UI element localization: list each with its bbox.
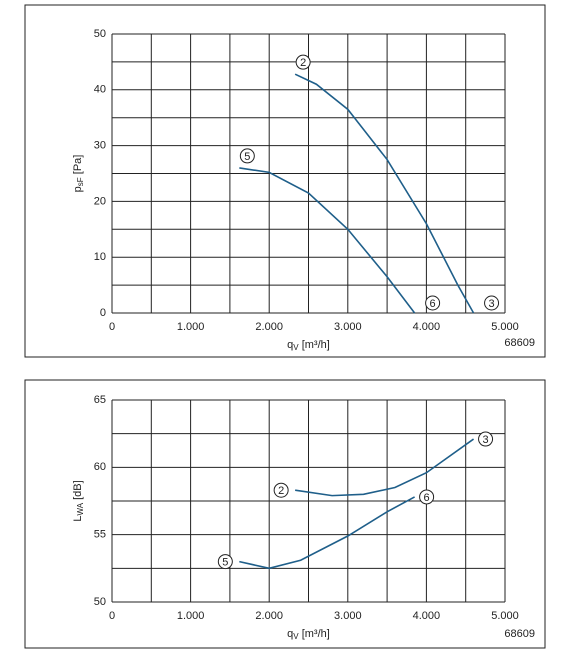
y-tick-label: 55 <box>94 529 106 541</box>
y-label-unit: [Pa] <box>72 155 84 178</box>
curve <box>239 167 416 314</box>
y-tick-label: 30 <box>94 140 106 152</box>
y-axis-label: psF [Pa] <box>72 155 85 193</box>
y-label-sub: WA <box>76 502 85 515</box>
x-tick-label: 2.000 <box>255 610 283 622</box>
x-tick-label: 3.000 <box>334 321 362 333</box>
y-tick-label: 40 <box>94 84 106 96</box>
x-tick-label: 4.000 <box>413 610 441 622</box>
x-tick-label: 2.000 <box>255 321 283 333</box>
y-label-main: L <box>72 516 84 522</box>
curve-label: 2 <box>300 57 306 69</box>
curve-label-circle <box>273 482 289 498</box>
x-axis-label: qV [m³/h] <box>287 628 330 641</box>
x-tick-label: 0 <box>109 610 115 622</box>
x-tick-label: 5.000 <box>491 321 519 333</box>
x-tick-label: 5.000 <box>491 610 519 622</box>
curve-label-circle <box>239 148 255 164</box>
curve-label-circle <box>425 295 441 311</box>
y-tick-label: 20 <box>94 195 106 207</box>
curve-label-circle <box>295 54 311 70</box>
x-label-main: q <box>287 339 293 351</box>
curve-label-circle <box>478 431 494 447</box>
y-tick-label: 50 <box>94 596 106 608</box>
x-tick-label: 1.000 <box>177 610 205 622</box>
curve-label: 3 <box>482 434 488 446</box>
x-axis-label: qV [m³/h] <box>287 339 330 352</box>
curve-label-circle <box>484 295 500 311</box>
curve-label: 3 <box>488 298 494 310</box>
x-tick-label: 3.000 <box>334 610 362 622</box>
x-label-unit: [m³/h] <box>299 628 330 640</box>
y-tick-label: 65 <box>94 394 106 406</box>
y-axis-label: LWA [dB] <box>72 480 85 521</box>
curve <box>294 73 475 314</box>
y-tick-label: 0 <box>100 307 106 319</box>
curve <box>295 438 475 497</box>
y-tick-label: 50 <box>94 28 106 40</box>
curve-label: 2 <box>278 485 284 497</box>
x-label-sub: V <box>293 343 299 352</box>
x-label-sub: V <box>293 632 299 641</box>
curve-label: 5 <box>222 557 228 569</box>
curve-label: 6 <box>424 492 430 504</box>
figure-code: 68609 <box>504 628 535 640</box>
x-tick-label: 0 <box>109 321 115 333</box>
y-label-unit: [dB] <box>72 480 84 503</box>
x-label-main: q <box>287 628 293 640</box>
figure-code: 68609 <box>504 337 535 349</box>
curve-label: 6 <box>430 298 436 310</box>
y-label-main: p <box>72 186 84 192</box>
curve-label-circle <box>419 489 435 505</box>
curve-label-circle <box>217 554 233 570</box>
curve <box>239 496 415 570</box>
y-label-sub: sF <box>76 177 85 186</box>
frame <box>24 4 546 358</box>
y-tick-label: 10 <box>94 251 106 263</box>
curve-label: 5 <box>244 151 250 163</box>
frame <box>24 379 546 649</box>
x-tick-label: 4.000 <box>413 321 441 333</box>
x-tick-label: 1.000 <box>177 321 205 333</box>
x-label-unit: [m³/h] <box>299 339 330 351</box>
y-tick-label: 60 <box>94 461 106 473</box>
